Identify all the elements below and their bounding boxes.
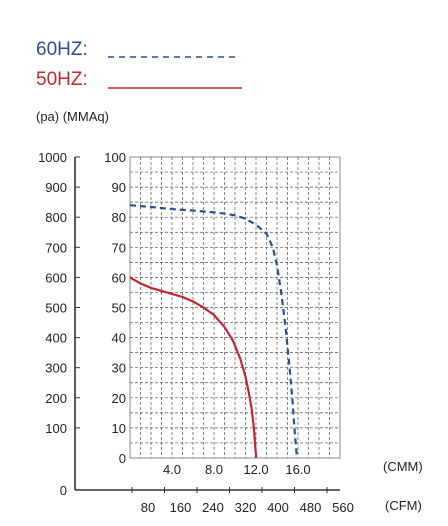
cfm-tick-label: 480: [300, 500, 322, 515]
pa-tick-label: 1000: [38, 150, 67, 165]
mmaq-tick-label: 20: [112, 391, 126, 406]
cfm-tick-label: 560: [332, 500, 354, 515]
mmaq-tick-label: 0: [119, 451, 126, 466]
cfm-tick-label: 240: [202, 500, 224, 515]
cmm-tick-label: 12.0: [243, 462, 268, 477]
y-axis-units-label: (pa) (MMAq): [36, 109, 109, 124]
pa-tick-label: 300: [45, 361, 67, 376]
cmm-axis-ticks: 4.0 8.0 12.0 16.0: [163, 462, 311, 477]
cmm-axis-label: (CMM): [383, 459, 423, 474]
legend-label-50hz: 50HZ:: [36, 69, 88, 90]
pa-tick-label: 600: [45, 270, 67, 285]
mmaq-tick-label: 50: [112, 301, 126, 316]
cfm-tick-label: 400: [267, 500, 289, 515]
cfm-axis-label: (CFM): [385, 498, 422, 513]
pa-tick-label: 100: [45, 421, 67, 436]
cfm-tick-label: 80: [141, 500, 155, 515]
pa-tick-label: 0: [60, 483, 67, 498]
mmaq-tick-label: 100: [104, 150, 126, 165]
pa-tick-label: 400: [45, 331, 67, 346]
series-line-50hz: [129, 276, 258, 458]
pa-tick-label: 200: [45, 391, 67, 406]
mmaq-tick-label: 70: [112, 240, 126, 255]
mmaq-tick-label: 40: [112, 331, 126, 346]
cmm-tick-label: 16.0: [285, 462, 310, 477]
mmaq-tick-label: 10: [112, 421, 126, 436]
series-line-60hz: [129, 204, 299, 459]
cmm-tick-label: 8.0: [205, 462, 223, 477]
pa-tick-label: 700: [45, 240, 67, 255]
grid: [130, 157, 340, 458]
series-lines: [129, 204, 299, 459]
legend: 60HZ: 50HZ:: [36, 39, 242, 90]
mmaq-tick-label: 90: [112, 180, 126, 195]
cfm-tick-label: 320: [235, 500, 257, 515]
pa-tick-label: 900: [45, 180, 67, 195]
mmaq-tick-label: 30: [112, 361, 126, 376]
pa-tick-label: 500: [45, 301, 67, 316]
cfm-tick-label: 160: [170, 500, 192, 515]
legend-label-60hz: 60HZ:: [36, 39, 88, 60]
mmaq-tick-label: 80: [112, 210, 126, 225]
pa-tick-label: 800: [45, 210, 67, 225]
cmm-tick-label: 4.0: [163, 462, 181, 477]
cfm-axis-ticks: 80 160 240 320 400 480 560: [131, 487, 354, 515]
mmaq-tick-label: 60: [112, 270, 126, 285]
